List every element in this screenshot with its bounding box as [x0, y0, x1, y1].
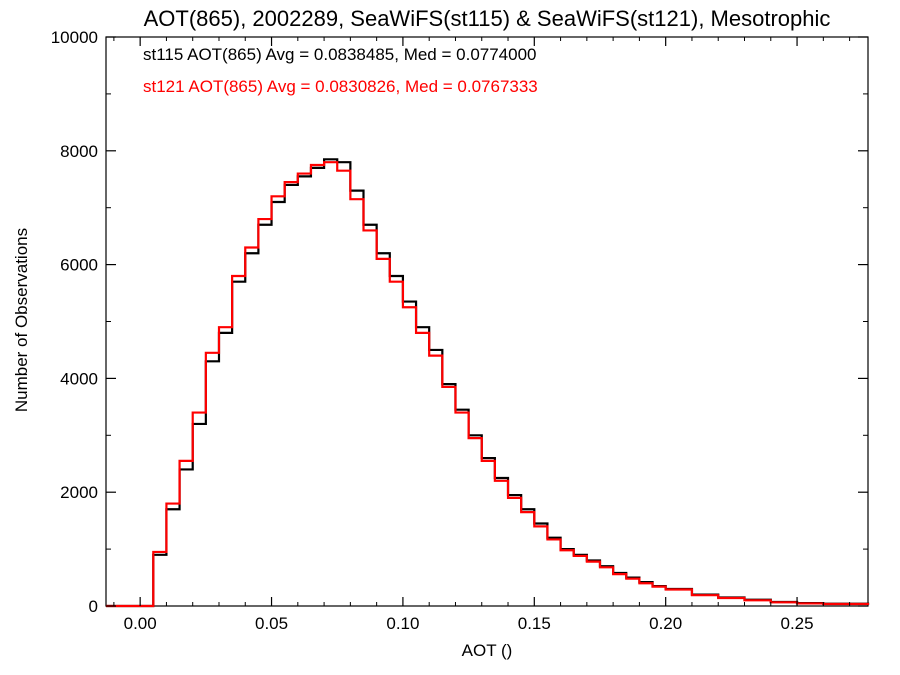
y-tick-label: 2000: [60, 483, 98, 502]
x-tick-label: 0.05: [255, 614, 288, 633]
x-tick-label: 0.15: [518, 614, 551, 633]
series-annotation-st121: st121 AOT(865) Avg = 0.0830826, Med = 0.…: [143, 77, 538, 96]
y-tick-label: 4000: [60, 369, 98, 388]
plot-area-frame: [105, 36, 869, 607]
x-tick-label: 0.10: [386, 614, 419, 633]
series-annotation-st115: st115 AOT(865) Avg = 0.0838485, Med = 0.…: [143, 45, 537, 64]
y-tick-label: 0: [89, 597, 98, 616]
y-axis-label: Number of Observations: [12, 228, 31, 412]
x-tick-label: 0.25: [781, 614, 814, 633]
y-tick-label: 10000: [51, 28, 98, 47]
y-tick-label: 8000: [60, 142, 98, 161]
x-axis-label: AOT (): [462, 641, 513, 660]
x-tick-label: 0.00: [124, 614, 157, 633]
x-tick-label: 0.20: [649, 614, 682, 633]
y-tick-label: 6000: [60, 256, 98, 275]
chart-title: AOT(865), 2002289, SeaWiFS(st115) & SeaW…: [144, 6, 831, 31]
series-line-st121: [106, 161, 870, 608]
series-line-st115: [106, 158, 870, 608]
